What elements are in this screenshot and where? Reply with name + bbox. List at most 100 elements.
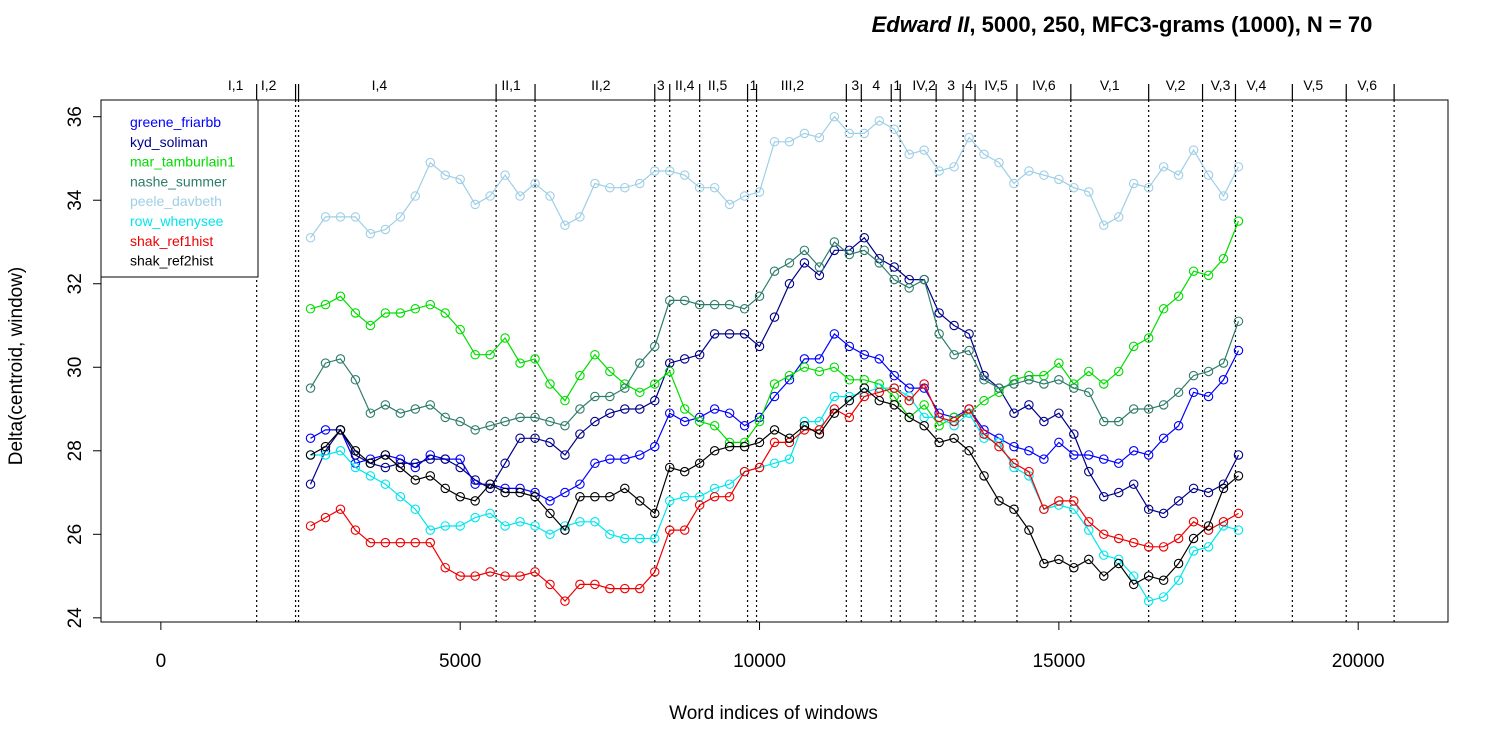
scene-label: 3 [851,77,859,93]
data-point [530,412,540,423]
scene-label: V,6 [1357,77,1377,93]
data-point [829,408,840,418]
data-point [1069,182,1079,193]
data-point [425,299,436,310]
data-point [1054,174,1064,185]
data-point [365,228,376,239]
legend: greene_friarbb kyd_soliman mar_tamburlain1… [100,99,259,278]
data-point [1128,446,1139,456]
data-point [694,299,705,310]
legend-entry: shak_ref2hist [130,253,213,269]
data-point [365,320,376,331]
data-point [1069,450,1079,460]
data-point [694,349,705,360]
data-point [1233,525,1244,535]
data-point [1188,517,1199,527]
data-point [1158,575,1169,585]
data-point [844,412,855,423]
data-point [724,441,735,452]
data-point [1158,592,1169,602]
data-point [515,358,525,368]
data-point [1188,266,1199,276]
data-point [709,404,720,414]
data-point [784,278,795,289]
data-point [575,491,585,502]
data-point [1173,387,1184,398]
data-point [650,533,660,544]
scene-label: 3 [657,77,665,93]
data-point [605,182,615,193]
scene-label: V,1 [1100,77,1120,93]
data-point [1069,496,1079,506]
data-point [650,379,660,389]
x-tick-label: 5000 [439,651,481,672]
data-point [515,571,525,581]
data-point [1188,533,1199,544]
data-point [1128,479,1139,489]
data-point [515,412,525,423]
data-point [545,379,555,389]
data-point [694,458,705,469]
data-point [560,450,570,460]
data-point [1173,533,1184,544]
data-point [560,525,570,535]
data-point [590,458,600,469]
data-point [949,433,959,444]
data-point [1203,542,1214,552]
data-point [1054,408,1064,418]
data-point [1173,291,1184,302]
scene-label: V,3 [1211,77,1231,93]
data-point [305,521,316,531]
data-point [320,212,331,222]
data-point [605,529,615,540]
data-point [1099,491,1109,502]
x-tick-label: 20000 [1332,651,1385,672]
data-point [350,462,361,473]
data-point [470,512,480,523]
data-point [455,571,465,581]
data-point [769,458,780,469]
data-point [500,170,510,180]
data-point [620,533,630,544]
scene-label: IV,2 [912,77,936,93]
data-point [739,191,750,201]
data-point [724,491,735,502]
series-peele_davbeth [305,111,1244,243]
data-point [440,308,450,318]
data-point [664,408,675,418]
legend-entry: kyd_soliman [130,134,208,150]
data-point [485,479,495,489]
data-point [1009,441,1019,452]
x-axis: 0 5000 10000 15000 20000 [156,621,1385,672]
data-point [545,496,555,506]
data-point [964,132,974,143]
data-point [305,433,316,444]
data-point [784,258,795,268]
data-point [335,446,346,456]
data-point [1218,358,1229,368]
data-point [919,400,929,410]
data-point [664,462,675,473]
data-point [1113,212,1124,222]
data-point [709,182,720,193]
data-point [1113,533,1124,544]
data-point [575,579,585,590]
data-point [635,358,645,368]
data-point [1203,366,1214,377]
data-point [1054,375,1064,385]
data-point [485,191,495,201]
data-point [1054,358,1064,368]
data-point [1143,542,1154,552]
scene-label: III,2 [781,77,805,93]
series-mar_tamburlain1 [305,216,1244,448]
data-point [500,571,510,581]
data-point [515,517,525,527]
data-point [590,491,600,502]
data-point [650,395,660,406]
data-point [679,404,690,414]
data-point [470,199,480,210]
data-point [964,446,974,456]
chart-title: Edward II, 5000, 250, MFC3-grams (1000),… [872,12,1373,37]
data-point [754,291,765,302]
